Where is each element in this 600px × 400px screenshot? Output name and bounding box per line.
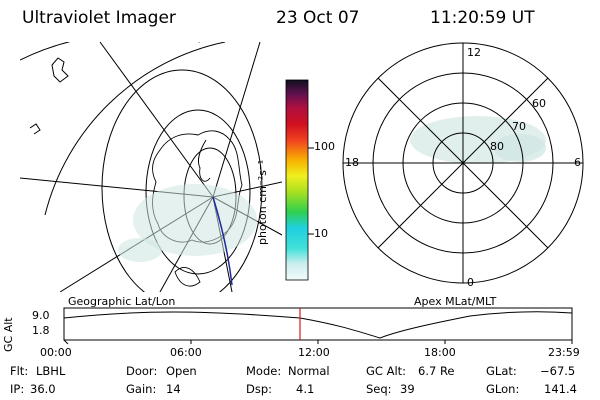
gcalt-value: 6.7 Re bbox=[418, 364, 455, 378]
lat-label-60: 60 bbox=[532, 97, 546, 110]
lat-ring-2 bbox=[101, 69, 263, 292]
y-tick-9: 9.0 bbox=[32, 309, 50, 322]
dsp-value: 4.1 bbox=[296, 382, 315, 396]
x-label-2359: 23:59 bbox=[548, 346, 580, 359]
geographic-map bbox=[20, 42, 282, 292]
lat-label-70: 70 bbox=[512, 120, 526, 133]
left-map-caption: Geographic Lat/Lon bbox=[68, 295, 176, 308]
colorbar-label-100: 100 bbox=[314, 140, 335, 153]
meridian-1 bbox=[99, 42, 214, 198]
aurora-patch bbox=[118, 238, 162, 262]
door-value: Open bbox=[166, 364, 197, 378]
lat-label-80: 80 bbox=[490, 140, 504, 153]
mlt-label-12: 12 bbox=[467, 46, 481, 59]
mlt-label-18: 18 bbox=[345, 156, 359, 169]
door-label: Door: bbox=[126, 364, 158, 378]
colorbar bbox=[285, 79, 309, 281]
glon-value: 141.4 bbox=[544, 382, 577, 396]
x-tick-0 bbox=[63, 339, 69, 345]
polar-plot bbox=[342, 42, 584, 284]
timeline-frame bbox=[63, 307, 573, 341]
dsp-label: Dsp: bbox=[246, 382, 273, 396]
time: 11:20:59 UT bbox=[430, 8, 535, 28]
colorbar-label-10: 10 bbox=[314, 227, 328, 240]
aurora-oval bbox=[133, 184, 257, 256]
orbit-track bbox=[212, 196, 233, 286]
x-label-1200: 12:00 bbox=[298, 346, 330, 359]
coastline-fragment bbox=[29, 123, 41, 135]
title: Ultraviolet Imager bbox=[22, 8, 176, 28]
x-label-0600: 06:00 bbox=[170, 346, 202, 359]
mlt-line-diag-2 bbox=[377, 77, 549, 249]
coastline-island bbox=[51, 57, 69, 83]
x-label-1800: 18:00 bbox=[424, 346, 456, 359]
flt-value: LBHL bbox=[36, 364, 66, 378]
lat-arc-outer bbox=[20, 42, 200, 61]
date: 23 Oct 07 bbox=[276, 8, 360, 28]
flt-label: Flt: bbox=[10, 364, 29, 378]
mlt-label-6: 6 bbox=[574, 156, 581, 169]
mode-value: Normal bbox=[288, 364, 330, 378]
ip-label: IP: bbox=[10, 382, 25, 396]
gain-label: Gain: bbox=[126, 382, 157, 396]
coastline-peninsula bbox=[197, 139, 211, 182]
gcalt-label: GC Alt: bbox=[366, 364, 407, 378]
mode-label: Mode: bbox=[246, 364, 282, 378]
y-tick-1-8: 1.8 bbox=[32, 324, 50, 337]
glon-label: GLon: bbox=[486, 382, 520, 396]
x-label-0000: 00:00 bbox=[40, 346, 72, 359]
glat-label: GLat: bbox=[486, 364, 517, 378]
polar-aurora-2 bbox=[494, 134, 546, 162]
colorbar-unit-label: photon cm⁻²s⁻¹ bbox=[256, 159, 269, 245]
seq-label: Seq: bbox=[366, 382, 392, 396]
glat-value: −67.5 bbox=[540, 364, 576, 378]
timeline-axis-title: GC Alt bbox=[2, 317, 15, 352]
ip-value: 36.0 bbox=[30, 382, 56, 396]
right-map-caption: Apex MLat/MLT bbox=[414, 295, 497, 308]
lat-ring-3 bbox=[145, 109, 251, 275]
coastline-south bbox=[174, 267, 201, 287]
altitude-curve bbox=[63, 311, 573, 339]
mlt-label-0: 0 bbox=[467, 276, 474, 289]
seq-value: 39 bbox=[400, 382, 415, 396]
gain-value: 14 bbox=[166, 382, 181, 396]
meridian-6 bbox=[212, 42, 261, 198]
